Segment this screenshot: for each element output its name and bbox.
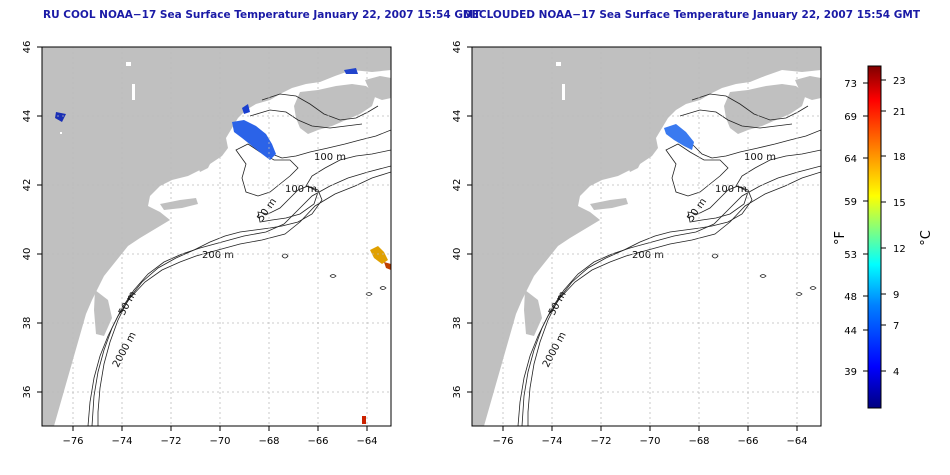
contour-label: 100 m: [314, 152, 346, 163]
sst-patch-small: [242, 104, 250, 114]
lon-tick-label: −70: [209, 436, 230, 447]
contour-label: 50 m: [255, 196, 279, 223]
fahrenheit-tick-label: 48: [844, 292, 857, 303]
left-map-area: 100 m 100 m 50 m 200 m 50 m 2000 m: [42, 47, 391, 426]
lon-tick-label: −76: [492, 436, 513, 447]
map-grid: [42, 47, 391, 426]
sst-patch-warm: [384, 262, 391, 270]
lat-tick-label: 36: [22, 386, 33, 399]
lon-tick-label: −64: [356, 436, 377, 447]
fahrenheit-tick-label: 44: [844, 326, 857, 337]
lat-tick-label: 38: [452, 317, 463, 330]
lon-tick-label: −68: [688, 436, 709, 447]
contour-label: 100 m: [744, 152, 776, 163]
lat-tick-label: 36: [452, 386, 463, 399]
lon-tick-label: −76: [62, 436, 83, 447]
lon-tick-label: −74: [111, 436, 132, 447]
contour-label: 100 m: [715, 184, 747, 195]
sst-patch-small: [344, 68, 358, 74]
lon-tick-label: −68: [258, 436, 279, 447]
land-mass: [472, 47, 821, 426]
land-delmarva: [94, 290, 112, 336]
land-cape-cod: [196, 156, 212, 172]
celsius-tick-label: 18: [893, 152, 906, 163]
fahrenheit-tick-label: 59: [844, 197, 857, 208]
celsius-tick-label: 21: [893, 107, 906, 118]
celsius-tick-label: 9: [893, 290, 899, 301]
celsius-tick-label: 15: [893, 198, 906, 209]
lat-tick-label: 46: [22, 41, 33, 54]
land-delmarva: [524, 290, 542, 336]
lat-tick-label: 42: [452, 179, 463, 192]
land-cape-cod: [626, 156, 642, 172]
contour-label: 2000 m: [541, 330, 569, 369]
lat-tick-label: 42: [22, 179, 33, 192]
sst-patch-gulf-of-maine: [232, 120, 276, 160]
right-map-title: DECLOUDED NOAA−17 Sea Surface Temperatur…: [463, 9, 920, 21]
celsius-tick-label: 7: [893, 321, 899, 332]
left-map-title: RU COOL NOAA−17 Sea Surface Temperature …: [43, 9, 481, 21]
lat-tick-label: 40: [22, 248, 33, 261]
colorbar-scale: [867, 65, 882, 409]
lon-tick-label: −72: [590, 436, 611, 447]
lon-tick-label: −66: [737, 436, 758, 447]
right-map-area: 100 m 100 m 50 m 200 m 50 m 2000 m: [472, 47, 821, 426]
land-long-island: [160, 198, 198, 210]
fahrenheit-axis-label: °F: [833, 231, 848, 245]
sst-patch-gulf-of-maine: [664, 124, 694, 150]
map-grid: [472, 47, 821, 426]
lon-tick-label: −64: [786, 436, 807, 447]
lon-tick-label: −70: [639, 436, 660, 447]
fahrenheit-tick-label: 73: [844, 79, 857, 90]
land-long-island: [590, 198, 628, 210]
contour-label: 200 m: [632, 250, 664, 261]
fahrenheit-tick-label: 53: [844, 250, 857, 261]
land-nova-scotia: [724, 84, 806, 134]
sst-patch-warm: [362, 416, 366, 424]
lat-tick-label: 44: [22, 110, 33, 123]
celsius-tick-label: 12: [893, 244, 906, 255]
fahrenheit-tick-label: 69: [844, 112, 857, 123]
sst-patch-small: [55, 112, 66, 122]
lon-tick-label: −72: [160, 436, 181, 447]
bathymetry-contours: [517, 93, 821, 426]
lat-tick-label: 40: [452, 248, 463, 261]
celsius-tick-label: 4: [893, 367, 899, 378]
bathymetry-contours: [87, 93, 391, 426]
contour-label: 50 m: [685, 196, 709, 223]
fahrenheit-tick-label: 64: [844, 154, 857, 165]
contour-label: 2000 m: [111, 330, 139, 369]
lat-tick-label: 44: [452, 110, 463, 123]
land-nova-scotia: [294, 84, 376, 134]
land-cape-breton: [795, 76, 821, 100]
contour-label: 50 m: [547, 290, 569, 318]
celsius-axis-label: °C: [919, 230, 934, 246]
land-mass: [42, 47, 391, 426]
contour-label: 50 m: [117, 290, 139, 318]
lat-tick-label: 46: [452, 41, 463, 54]
celsius-tick-label: 23: [893, 76, 906, 87]
contour-label: 100 m: [285, 184, 317, 195]
fahrenheit-tick-label: 39: [844, 367, 857, 378]
lon-tick-label: −74: [541, 436, 562, 447]
contour-label: 200 m: [202, 250, 234, 261]
lat-tick-label: 38: [22, 317, 33, 330]
sst-patch-warm: [370, 246, 388, 264]
land-cape-breton: [365, 76, 391, 100]
lon-tick-label: −66: [307, 436, 328, 447]
